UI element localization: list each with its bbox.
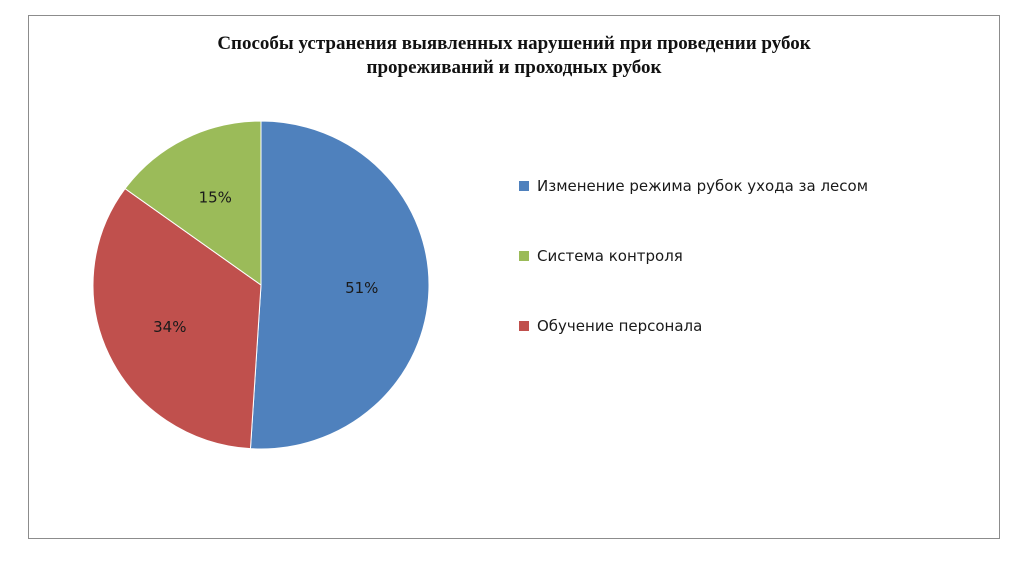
legend-label-0: Изменение режима рубок ухода за лесом (537, 177, 869, 195)
pie-slice-2 (124, 120, 262, 286)
chart-title-line-2: прореживаний и проходных рубок (366, 57, 662, 78)
legend-swatch-2 (519, 251, 529, 261)
slice-data-label-2: 15% (199, 188, 232, 206)
chart-legend: Изменение режима рубок ухода за лесом Сис… (519, 174, 979, 384)
legend-item-0: Изменение режима рубок ухода за лесом (519, 174, 979, 198)
chart-frame: 51% 34% 15% Способы устранения выявленных … (28, 15, 1000, 539)
legend-label-1: Обучение персонала (537, 317, 703, 335)
slice-data-label-0: 51% (345, 279, 378, 297)
legend-item-1: Обучение персонала (519, 314, 979, 338)
slice-data-label-1: 34% (153, 318, 186, 336)
legend-label-2: Система контроля (537, 247, 683, 265)
pie-chart: 51% 34% 15% (92, 120, 430, 450)
legend-swatch-0 (519, 181, 529, 191)
legend-swatch-1 (519, 321, 529, 331)
chart-title: Способы устранения выявленных нарушений … (29, 32, 999, 80)
chart-title-line-1: Способы устранения выявленных нарушений … (217, 33, 811, 54)
pie-slice-0 (249, 120, 430, 450)
pie-slice-1 (92, 187, 262, 450)
legend-item-2: Система контроля (519, 244, 979, 268)
